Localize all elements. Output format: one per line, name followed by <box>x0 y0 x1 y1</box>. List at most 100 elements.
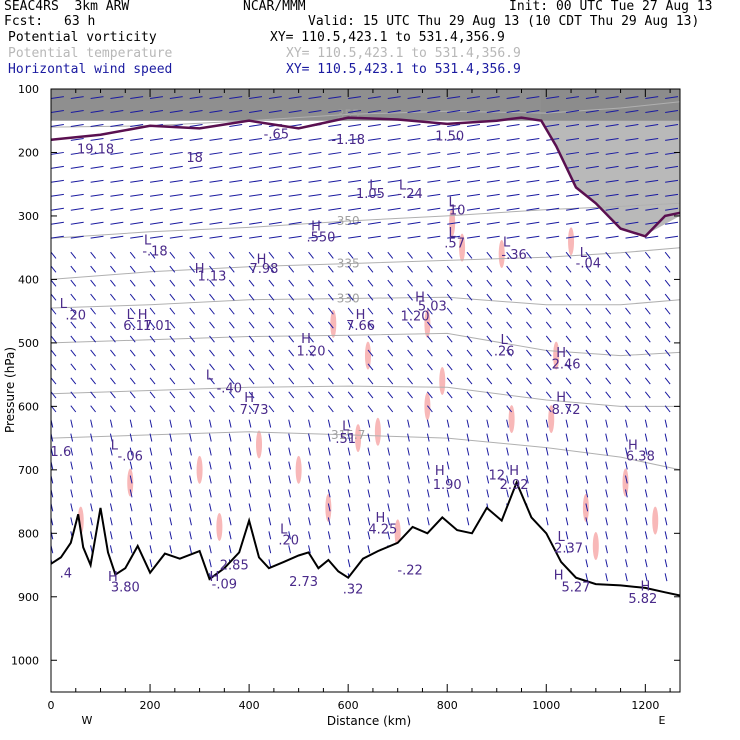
wind-vector <box>407 307 413 315</box>
wind-vector <box>665 96 679 100</box>
wind-vector <box>427 221 441 225</box>
wind-vector <box>526 293 532 301</box>
wind-vector <box>328 96 342 100</box>
wind-vector <box>327 377 334 385</box>
wind-vector <box>130 179 144 183</box>
wind-vector <box>189 110 203 113</box>
wind-vector <box>149 96 163 100</box>
wind-vector <box>169 531 173 540</box>
wind-vector <box>506 251 513 259</box>
wind-vector <box>486 475 490 484</box>
wind-vector <box>466 251 473 259</box>
wind-vector <box>665 207 679 211</box>
wind-vector <box>268 279 275 287</box>
pv-extremum-mark: H <box>556 346 566 361</box>
wind-vector <box>169 193 183 197</box>
wind-vector <box>526 151 540 155</box>
wind-vector <box>347 559 351 568</box>
wind-vector <box>387 335 394 343</box>
wind-vector <box>367 433 371 442</box>
wind-vector <box>447 151 461 155</box>
wind-vector <box>387 447 391 456</box>
wind-vector <box>367 279 374 287</box>
wind-vector <box>209 335 215 343</box>
wind-vector <box>327 265 334 273</box>
wind-vector <box>348 137 362 141</box>
wind-vector <box>387 110 401 113</box>
wind-vector <box>129 321 136 329</box>
wind-vector <box>506 137 520 141</box>
wind-vector <box>209 179 223 183</box>
wind-vector <box>328 137 342 141</box>
pv-extremum-mark: L <box>111 439 119 454</box>
wind-vector <box>288 475 291 484</box>
wind-vector <box>110 96 124 100</box>
wind-vector <box>288 321 295 329</box>
valid-time: Valid: 15 UTC Thu 29 Aug 13 (10 CDT Thu … <box>308 14 700 29</box>
wind-vector <box>387 179 401 183</box>
wind-vector <box>506 489 509 498</box>
wind-vector <box>149 307 156 315</box>
wind-vector <box>149 419 153 428</box>
wind-vector <box>446 321 453 329</box>
wind-vector <box>228 251 235 259</box>
wind-vector <box>249 165 263 169</box>
wind-vector <box>466 221 480 225</box>
wind-vector <box>189 545 192 554</box>
pv-value-label: -.65 <box>264 128 289 143</box>
wind-vector <box>327 349 334 357</box>
wind-vector <box>545 279 552 287</box>
wind-vector <box>347 335 354 343</box>
wind-vector <box>149 207 163 211</box>
wind-vector <box>209 517 212 526</box>
wind-vector <box>525 489 529 498</box>
wind-vector <box>70 193 84 197</box>
wind-vector <box>90 419 93 428</box>
wind-vector <box>387 377 394 385</box>
wind-vector <box>585 265 592 273</box>
wind-vector <box>248 335 255 343</box>
wind-vector <box>506 307 513 315</box>
wind-vector <box>585 545 589 554</box>
wind-vector <box>110 221 124 225</box>
wind-vector <box>129 251 136 259</box>
pv-value-label: 2.46 <box>552 357 581 372</box>
wind-vector <box>268 137 282 141</box>
wind-vector <box>268 207 282 211</box>
wind-vector <box>407 265 413 273</box>
wind-vector <box>249 221 263 225</box>
wind-vector <box>129 419 133 428</box>
wind-vector <box>129 531 133 540</box>
wind-vector <box>189 405 196 413</box>
pv-value-label: .4 <box>60 567 72 582</box>
wind-vector <box>288 517 291 526</box>
wind-vector <box>585 475 589 484</box>
wind-vector <box>625 137 639 141</box>
pv-extremum-mark: L <box>449 195 457 210</box>
wind-vector <box>387 279 394 287</box>
wind-vector <box>466 503 470 512</box>
pv-contour-layer <box>50 116 681 238</box>
wind-vector <box>367 531 371 540</box>
wind-vector <box>367 137 381 141</box>
wind-vector <box>566 96 580 100</box>
wind-vector <box>90 137 104 141</box>
wind-vector <box>229 193 243 197</box>
wind-vector <box>328 124 342 127</box>
wind-vector <box>565 321 572 329</box>
wind-vector <box>347 461 351 470</box>
wind-vector <box>546 193 560 197</box>
wind-vector <box>506 405 513 413</box>
wind-vector <box>70 475 74 484</box>
wind-vector <box>387 433 391 442</box>
wind-vector <box>347 307 354 315</box>
wind-vector <box>90 377 96 385</box>
wind-vector <box>228 349 235 357</box>
wind-vector <box>130 207 144 211</box>
wind-vector <box>427 207 441 211</box>
wind-vector <box>248 349 255 357</box>
wind-vector <box>189 349 196 357</box>
wind-vector <box>228 517 232 526</box>
wind-vector <box>387 193 401 197</box>
wind-vector <box>625 433 628 442</box>
